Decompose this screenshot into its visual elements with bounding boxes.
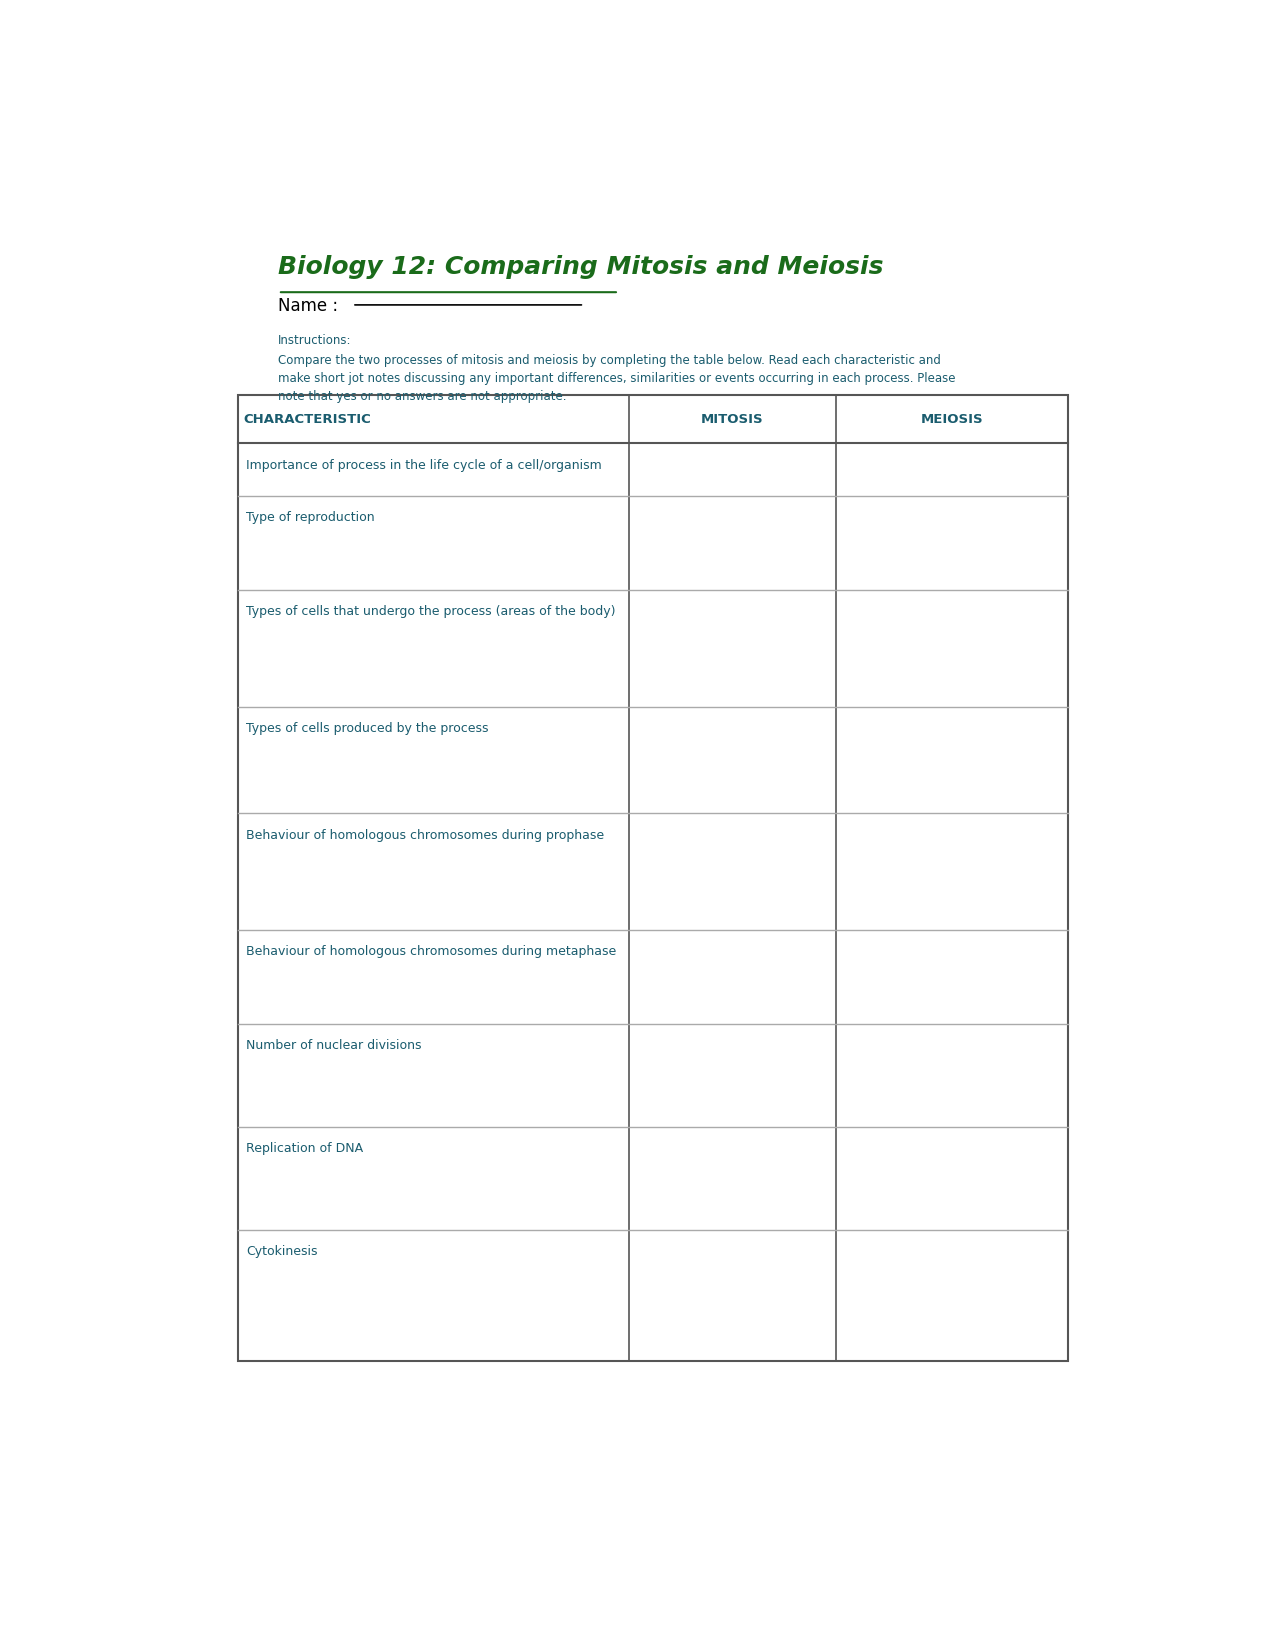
- Text: CHARACTERISTIC: CHARACTERISTIC: [244, 413, 371, 426]
- Text: Type of reproduction: Type of reproduction: [246, 512, 375, 525]
- Text: Types of cells produced by the process: Types of cells produced by the process: [246, 721, 488, 735]
- Text: Replication of DNA: Replication of DNA: [246, 1142, 363, 1156]
- Text: Importance of process in the life cycle of a cell/organism: Importance of process in the life cycle …: [246, 459, 602, 472]
- Text: Number of nuclear divisions: Number of nuclear divisions: [246, 1038, 422, 1052]
- Text: Cytokinesis: Cytokinesis: [246, 1245, 317, 1258]
- Text: Types of cells that undergo the process (areas of the body): Types of cells that undergo the process …: [246, 606, 616, 619]
- Text: Behaviour of homologous chromosomes during metaphase: Behaviour of homologous chromosomes duri…: [246, 946, 617, 958]
- Text: Behaviour of homologous chromosomes during prophase: Behaviour of homologous chromosomes duri…: [246, 829, 604, 842]
- Text: Name :: Name :: [278, 297, 343, 315]
- Text: MITOSIS: MITOSIS: [701, 413, 764, 426]
- Text: Compare the two processes of mitosis and meiosis by completing the table below. : Compare the two processes of mitosis and…: [278, 355, 955, 403]
- Bar: [238, 395, 1068, 1362]
- Text: Biology 12: Comparing Mitosis and Meiosis: Biology 12: Comparing Mitosis and Meiosi…: [278, 256, 884, 279]
- Text: MEIOSIS: MEIOSIS: [921, 413, 983, 426]
- Text: Instructions:: Instructions:: [278, 334, 352, 347]
